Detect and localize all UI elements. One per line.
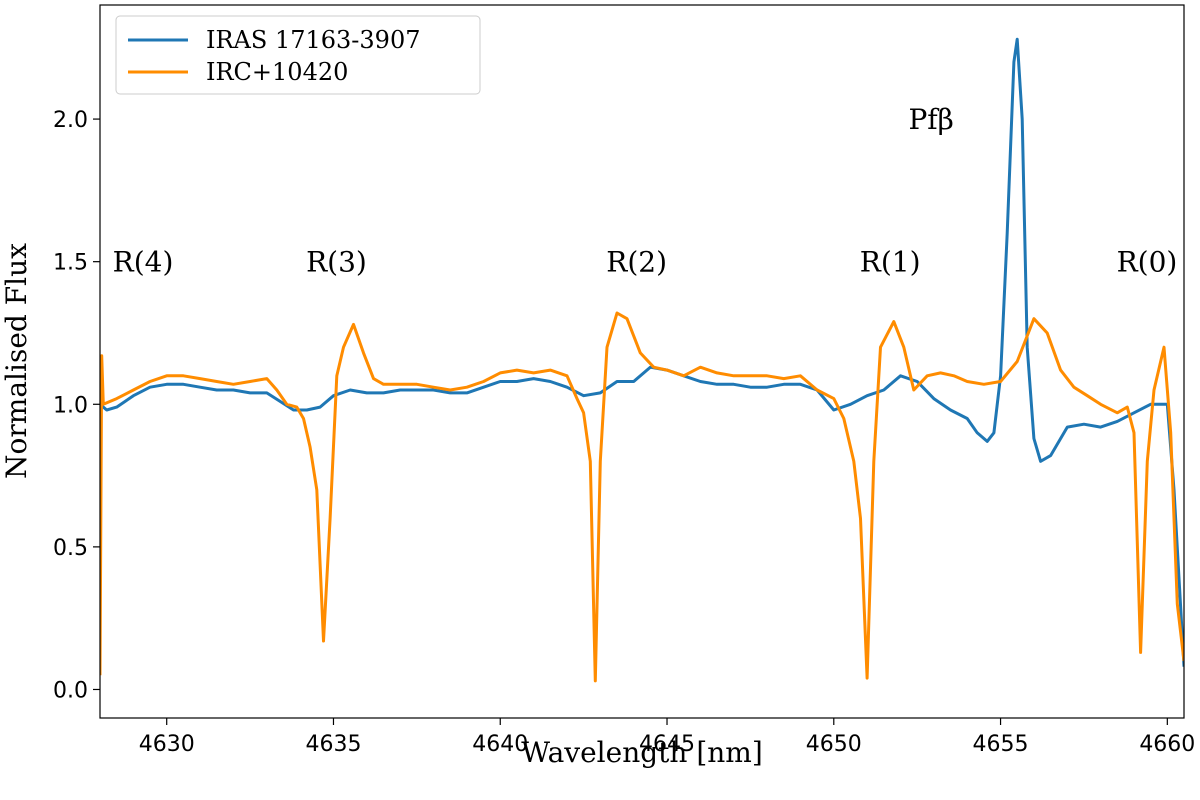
- x-tick-label: 4640: [472, 732, 528, 757]
- legend-box: [115, 15, 481, 95]
- x-tick-label: 4655: [973, 732, 1029, 757]
- y-axis-ticks: 0.0 0.5 1.0 1.5 2.0: [53, 108, 100, 703]
- line-annotation: Pfβ: [908, 103, 953, 136]
- line-annotation: R(0): [1117, 246, 1178, 279]
- legend-label-iras: IRAS 17163-3907: [206, 26, 421, 54]
- x-tick-label: 4645: [639, 732, 695, 757]
- x-axis-label: Wavelength [nm]: [521, 736, 763, 769]
- legend-label-irc: IRC+10420: [206, 58, 348, 86]
- y-tick-label: 2.0: [53, 108, 88, 133]
- line-annotation: R(3): [306, 246, 367, 279]
- line-annotation: R(1): [860, 246, 921, 279]
- x-tick-label: 4630: [139, 732, 195, 757]
- annotation-layer: R(4) R(3) R(2) R(1) Pfβ R(0): [113, 103, 1178, 279]
- x-axis-ticks: 4630 4635 4640 4645 4650 4655 4660: [139, 718, 1195, 757]
- y-tick-label: 1.0: [53, 393, 88, 418]
- line-annotation: R(4): [113, 246, 174, 279]
- axes-frame: [99, 4, 1185, 719]
- series-layer: [100, 37, 1184, 683]
- y-axis-label: Normalised Flux: [0, 243, 33, 479]
- series-line-1: [100, 311, 1184, 683]
- line-annotation: R(2): [606, 246, 667, 279]
- x-tick-label: 4650: [806, 732, 862, 757]
- x-tick-label: 4660: [1139, 732, 1195, 757]
- y-tick-label: 0.5: [53, 536, 88, 561]
- y-tick-label: 0.0: [53, 678, 88, 703]
- legend: IRAS 17163-3907 IRC+10420: [115, 15, 481, 95]
- x-tick-label: 4635: [305, 732, 361, 757]
- y-tick-label: 1.5: [53, 251, 88, 276]
